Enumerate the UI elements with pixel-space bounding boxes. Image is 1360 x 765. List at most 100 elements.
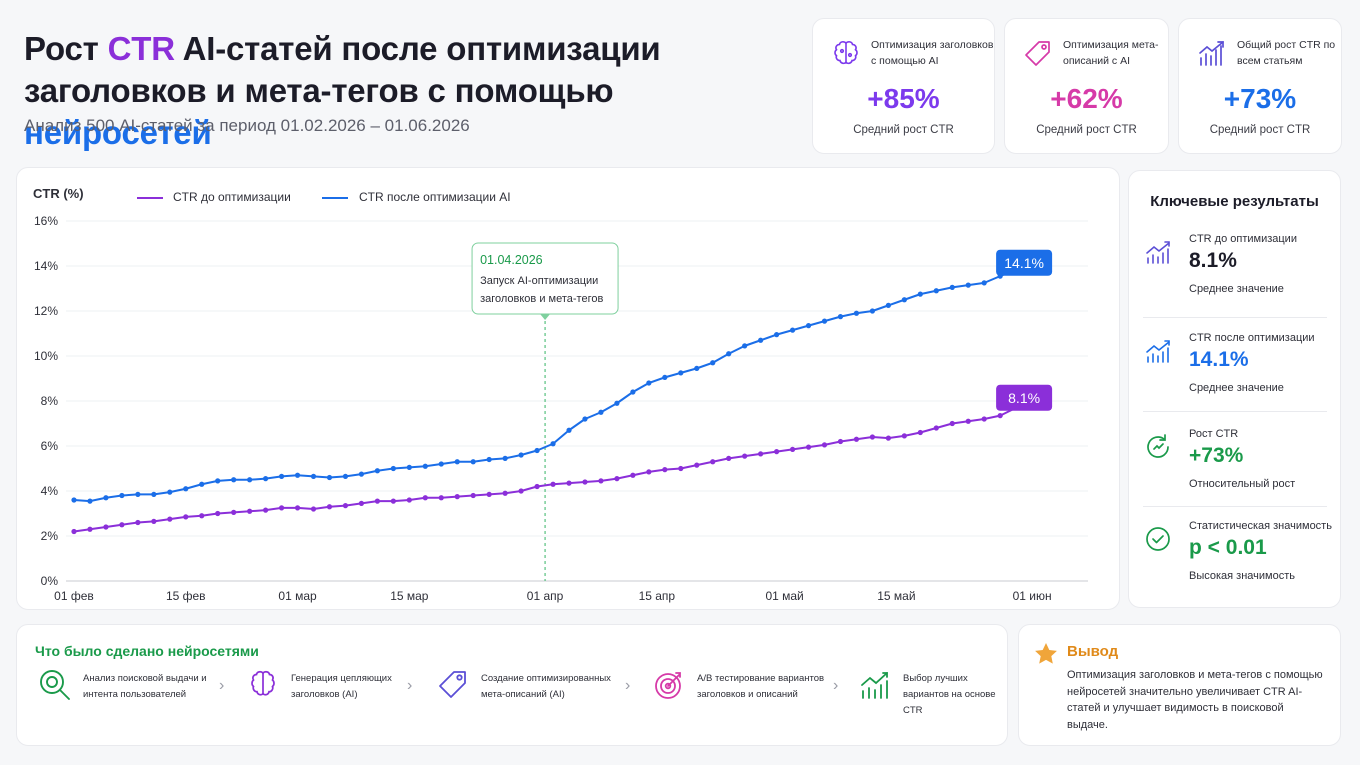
y-tick-label: 14%	[34, 259, 58, 273]
data-point	[342, 503, 349, 509]
data-point	[183, 486, 189, 492]
data-point	[486, 456, 492, 463]
data-point	[821, 442, 828, 448]
ctr-line-chart: 0% 2% 4% 6% 8% 10% 12% 14% 16% 01 фев 15 фев 01 мар…	[34, 214, 1088, 603]
data-point	[438, 495, 444, 501]
key-result-after: CTR после оптимизации 14.1% Среднее знач…	[1143, 332, 1333, 420]
key-result-sub: Относительный рост	[1189, 478, 1296, 490]
data-point	[167, 516, 173, 522]
data-point	[758, 451, 764, 457]
key-results-title: Ключевые результаты	[1150, 193, 1319, 210]
data-point	[662, 374, 668, 380]
data-point	[534, 447, 540, 454]
data-point	[247, 508, 253, 514]
stat-value: +73%	[1223, 83, 1297, 114]
data-point	[518, 488, 524, 494]
step-selection: Выбор лучших вариантов на основе CTR	[857, 667, 1007, 717]
y-tick-label: 4%	[41, 484, 59, 498]
data-point	[310, 473, 317, 479]
annotation-title: 01.04.2026	[480, 253, 543, 267]
end-label: 14.1%	[1004, 255, 1044, 271]
conclusion-title: Вывод	[1067, 643, 1119, 660]
tag-icon	[439, 671, 466, 698]
conclusion-text: Оптимизация заголовков и мета-тегов с по…	[1067, 669, 1323, 731]
data-point	[774, 449, 780, 455]
end-label-box	[996, 249, 1053, 276]
data-point	[869, 308, 876, 314]
annotation-pointer	[540, 314, 551, 320]
data-point	[454, 459, 460, 465]
data-point	[71, 528, 77, 535]
step-text: Генерация цепляющих заголовков (AI)	[291, 673, 392, 700]
data-point	[662, 467, 668, 473]
stat-value: +85%	[867, 83, 940, 114]
title-accent-ctr: CTR	[107, 30, 175, 67]
page-subtitle: Анализ 500 AI-статей за период 01.02.202…	[24, 116, 470, 135]
data-point	[278, 473, 285, 479]
data-point	[853, 310, 860, 316]
data-point	[710, 360, 716, 366]
bar-growth-icon	[1146, 340, 1170, 363]
bar-growth-icon	[861, 672, 888, 699]
data-point	[614, 400, 620, 406]
annotation-text: Запуск AI-оптимизации заголовков и мета-т…	[480, 275, 603, 305]
data-point	[694, 365, 700, 371]
data-point	[566, 480, 572, 486]
grid-layer	[66, 220, 1088, 582]
growth-chart-icon	[1199, 41, 1224, 66]
data-point	[758, 337, 764, 343]
page-title: Рост CTR AI-статей после оптимизации заг…	[24, 30, 661, 151]
step-analysis: Анализ поисковой выдачи и интента пользо…	[37, 667, 217, 717]
step-text: Выбор лучших вариантов на основе CTR	[903, 673, 996, 716]
data-point	[853, 436, 860, 442]
stat-card-headlines: Оптимизация заголовков с помощью AI +85%…	[812, 18, 995, 154]
data-point	[406, 497, 412, 503]
data-point	[678, 465, 684, 472]
data-point	[247, 477, 253, 483]
x-tick-label: 15 май	[877, 589, 915, 603]
data-point	[215, 478, 221, 484]
data-point	[183, 514, 189, 520]
key-result-value: 8.1%	[1189, 249, 1237, 272]
data-point	[263, 507, 269, 513]
data-point	[151, 491, 157, 497]
data-point	[454, 494, 460, 500]
data-point	[103, 495, 109, 501]
data-point	[821, 318, 828, 324]
key-result-label: CTR до оптимизации	[1189, 233, 1297, 245]
x-tick-label: 01 фев	[54, 589, 94, 603]
tag-icon	[1025, 41, 1050, 66]
magnifier-icon	[40, 670, 70, 700]
data-point	[422, 495, 428, 501]
data-point	[997, 413, 1003, 419]
data-point	[231, 477, 237, 483]
data-point	[646, 380, 652, 386]
step-text: Анализ поисковой выдачи и интента пользо…	[83, 673, 207, 700]
data-point	[965, 282, 971, 288]
data-point	[630, 472, 636, 478]
data-point	[278, 505, 285, 511]
step-headlines: Генерация цепляющих заголовков (AI)	[245, 667, 425, 717]
step-text: Создание оптимизированных мета-описаний …	[481, 673, 611, 700]
data-point	[390, 498, 396, 504]
y-tick-label: 10%	[34, 349, 58, 363]
end-label-layer: 8.1% 14.1%	[996, 249, 1053, 411]
data-point	[598, 409, 604, 415]
data-point	[933, 425, 939, 431]
legend-swatch-before	[137, 197, 163, 199]
data-point	[438, 461, 444, 467]
data-point	[949, 420, 955, 427]
target-icon	[655, 672, 681, 699]
data-point	[789, 446, 796, 452]
data-point	[837, 314, 844, 320]
data-point	[470, 459, 476, 465]
data-point	[630, 389, 636, 395]
data-point	[646, 469, 652, 475]
data-point	[949, 284, 955, 290]
data-point	[358, 471, 365, 477]
data-point	[167, 489, 173, 495]
data-point	[358, 500, 365, 506]
data-point	[422, 463, 428, 469]
data-point	[917, 291, 923, 297]
key-result-sub: Среднее значение	[1189, 382, 1284, 394]
